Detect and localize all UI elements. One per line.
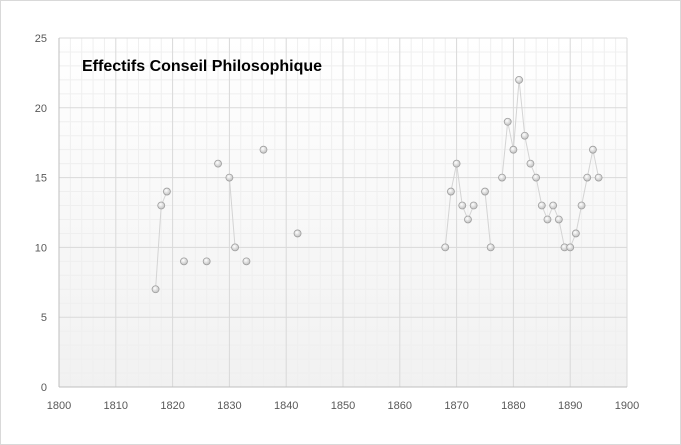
x-tick-label: 1900 xyxy=(615,400,639,412)
chart-title: Effectifs Conseil Philosophique xyxy=(82,58,322,75)
data-point xyxy=(526,159,535,168)
series-segment xyxy=(512,79,520,150)
data-point xyxy=(481,187,489,196)
data-point xyxy=(447,187,455,196)
x-tick-label: 1850 xyxy=(331,400,355,412)
data-point xyxy=(157,201,166,210)
data-point xyxy=(214,159,222,168)
y-tick-label: 10 xyxy=(35,242,47,254)
series-segment xyxy=(444,191,452,248)
data-point xyxy=(520,131,529,140)
data-point xyxy=(594,173,603,182)
series-segment xyxy=(581,177,588,206)
series-segment xyxy=(507,121,514,150)
y-tick-label: 5 xyxy=(41,312,47,324)
data-point xyxy=(503,117,512,126)
data-point xyxy=(202,257,211,266)
data-point xyxy=(452,159,461,168)
series-segment xyxy=(535,177,543,206)
x-tick-label: 1830 xyxy=(217,400,241,412)
data-point xyxy=(543,215,552,224)
x-tick-label: 1880 xyxy=(501,400,525,412)
data-point xyxy=(441,243,450,252)
data-point xyxy=(583,173,592,182)
series-segment xyxy=(450,163,458,192)
data-point xyxy=(509,145,518,154)
axes xyxy=(58,38,627,388)
x-tick-label: 1820 xyxy=(160,400,184,412)
data-point xyxy=(259,145,268,154)
data-point xyxy=(458,201,467,210)
series-segment xyxy=(155,205,162,290)
data-point xyxy=(589,145,597,154)
data-point xyxy=(571,229,580,238)
x-tick-label: 1890 xyxy=(558,400,582,412)
x-tick-label: 1800 xyxy=(47,400,71,412)
series-points xyxy=(151,75,603,294)
y-tick-label: 0 xyxy=(41,382,47,394)
data-point xyxy=(515,75,523,84)
data-point xyxy=(464,215,472,224)
data-point xyxy=(577,201,586,210)
x-tick-label: 1870 xyxy=(444,400,468,412)
y-tick-label: 20 xyxy=(35,103,47,115)
series-segment xyxy=(586,149,594,178)
x-tick-label: 1860 xyxy=(388,400,412,412)
data-point xyxy=(486,243,495,252)
data-point xyxy=(498,173,506,182)
data-point xyxy=(554,215,563,224)
data-point xyxy=(532,173,541,182)
data-point xyxy=(225,173,234,182)
series-segment xyxy=(501,121,509,178)
series-segment xyxy=(518,79,526,136)
x-tick-label: 1840 xyxy=(274,400,298,412)
data-point xyxy=(293,229,302,238)
y-axis-ticks: 0 5 10 15 20 25 xyxy=(35,33,47,394)
data-point xyxy=(231,243,239,252)
series-segment xyxy=(228,177,236,248)
data-point xyxy=(151,285,160,294)
data-point xyxy=(549,201,558,210)
x-axis-ticks: 1800 1810 1820 1830 1840 1850 1860 1870 1880 1890… xyxy=(47,400,639,412)
data-point xyxy=(469,201,478,210)
series-segment xyxy=(524,135,531,164)
series-segment xyxy=(592,149,600,178)
data-point xyxy=(242,257,251,266)
data-point xyxy=(537,201,546,210)
series-segment xyxy=(558,219,566,248)
y-tick-label: 25 xyxy=(35,33,47,45)
x-tick-label: 1810 xyxy=(104,400,128,412)
y-tick-label: 15 xyxy=(35,173,47,185)
series-segment xyxy=(456,163,463,206)
series-segment xyxy=(575,205,583,234)
series-segment xyxy=(484,191,492,248)
data-point xyxy=(163,187,171,196)
data-point xyxy=(566,243,575,252)
data-point xyxy=(180,257,188,266)
